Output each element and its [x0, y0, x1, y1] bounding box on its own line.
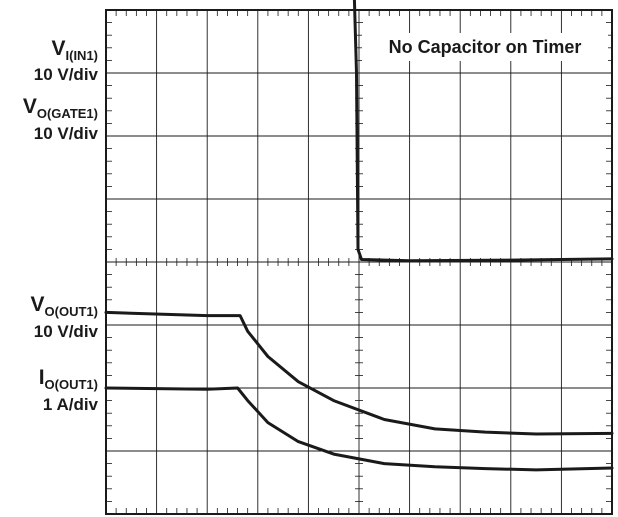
trace-scale-vgate1: 10 V/div	[33, 124, 98, 143]
trace-iout1	[104, 386, 614, 472]
annotation-label: No Capacitor on Timer	[362, 33, 608, 61]
plot-frame	[105, 9, 613, 515]
trace-label-iout1: IO(OUT1)	[38, 366, 98, 392]
trace-vgate1	[352, 0, 614, 263]
trace-scale-iout1: 1 A/div	[42, 395, 98, 414]
trace-label-vout1: VO(OUT1)	[30, 293, 98, 319]
trace-scale-vout1: 10 V/div	[33, 322, 98, 341]
trace-vout1	[104, 310, 614, 436]
trace-label-vgate1: VO(GATE1)	[22, 95, 98, 121]
plot-traces	[104, 0, 614, 472]
trace-label-vin1: VI(IN1)	[51, 37, 98, 63]
trace-scale-vin1: 10 V/div	[33, 65, 98, 84]
